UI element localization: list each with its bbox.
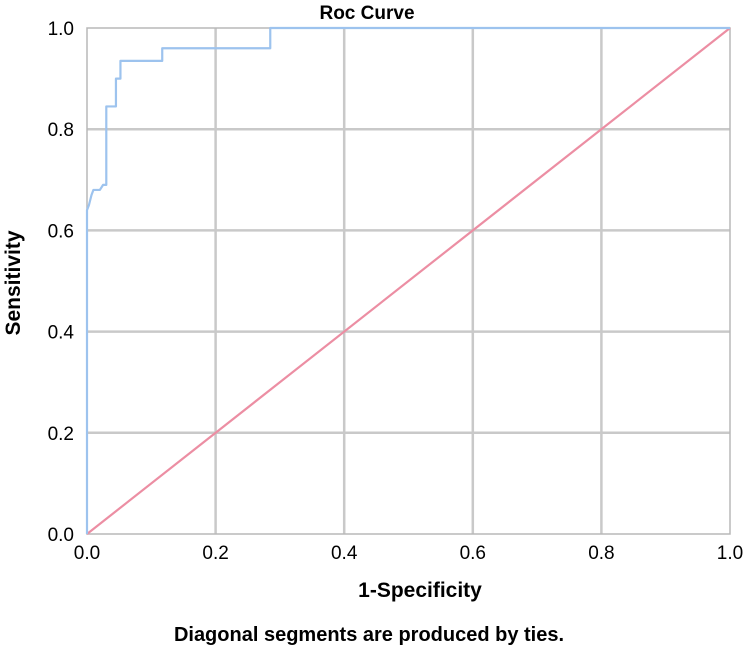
y-tick-label: 0.6 — [48, 221, 74, 242]
x-tick-label: 1.0 — [717, 543, 743, 564]
reference-line — [86, 27, 731, 535]
roc-curve-line — [85, 26, 730, 534]
tick-labels: 0.0 0.2 0.4 0.6 0.8 1.0 0.0 0.2 0.4 0.6 0.8 1.0 — [48, 19, 744, 564]
y-tick-label: 0.0 — [48, 525, 74, 546]
x-axis-label: 1-Specificity — [358, 579, 482, 602]
series-layer — [85, 26, 731, 535]
x-tick-label: 0.6 — [460, 543, 486, 564]
x-tick-label: 0.2 — [202, 543, 228, 564]
y-tick-label: 0.4 — [48, 323, 75, 344]
chart-title: Roc Curve — [319, 3, 414, 24]
y-tick-label: 1.0 — [48, 19, 74, 40]
y-tick-label: 0.2 — [48, 424, 74, 445]
y-axis-label: Sensitivity — [2, 230, 25, 335]
x-tick-label: 0.4 — [331, 543, 358, 564]
y-tick-label: 0.8 — [48, 120, 74, 141]
x-tick-label: 0.8 — [588, 543, 614, 564]
grid-lines — [87, 28, 730, 534]
footnote: Diagonal segments are produced by ties. — [174, 624, 564, 646]
x-tick-label: 0.0 — [74, 543, 100, 564]
